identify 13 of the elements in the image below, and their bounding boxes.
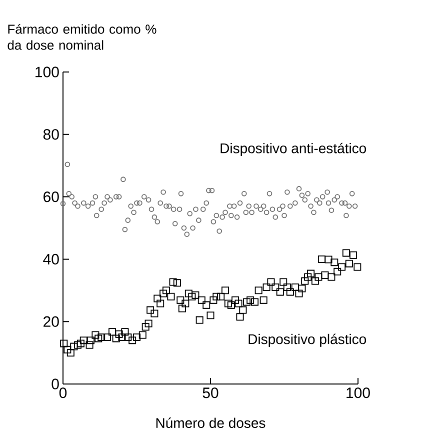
y-tick-label: 0 (52, 378, 59, 390)
series-label: Dispositivo plástico (248, 334, 366, 347)
x-axis-title: Número de doses (156, 418, 266, 428)
y-tick-label: 20 (44, 316, 59, 327)
x-tick-label: 100 (346, 388, 370, 398)
y-tick-label: 40 (43, 254, 59, 265)
y-tick-label: 100 (36, 66, 59, 78)
y-tick-label: 60 (44, 191, 59, 202)
x-tick-label: 0 (59, 388, 67, 398)
text: Dispositivo anti-estático (220, 142, 366, 156)
y-tick-label: 80 (43, 129, 59, 140)
y-axis-title: Fármaco emitido como % da dose nominal (8, 24, 156, 50)
x-tick-label: 50 (202, 388, 218, 398)
